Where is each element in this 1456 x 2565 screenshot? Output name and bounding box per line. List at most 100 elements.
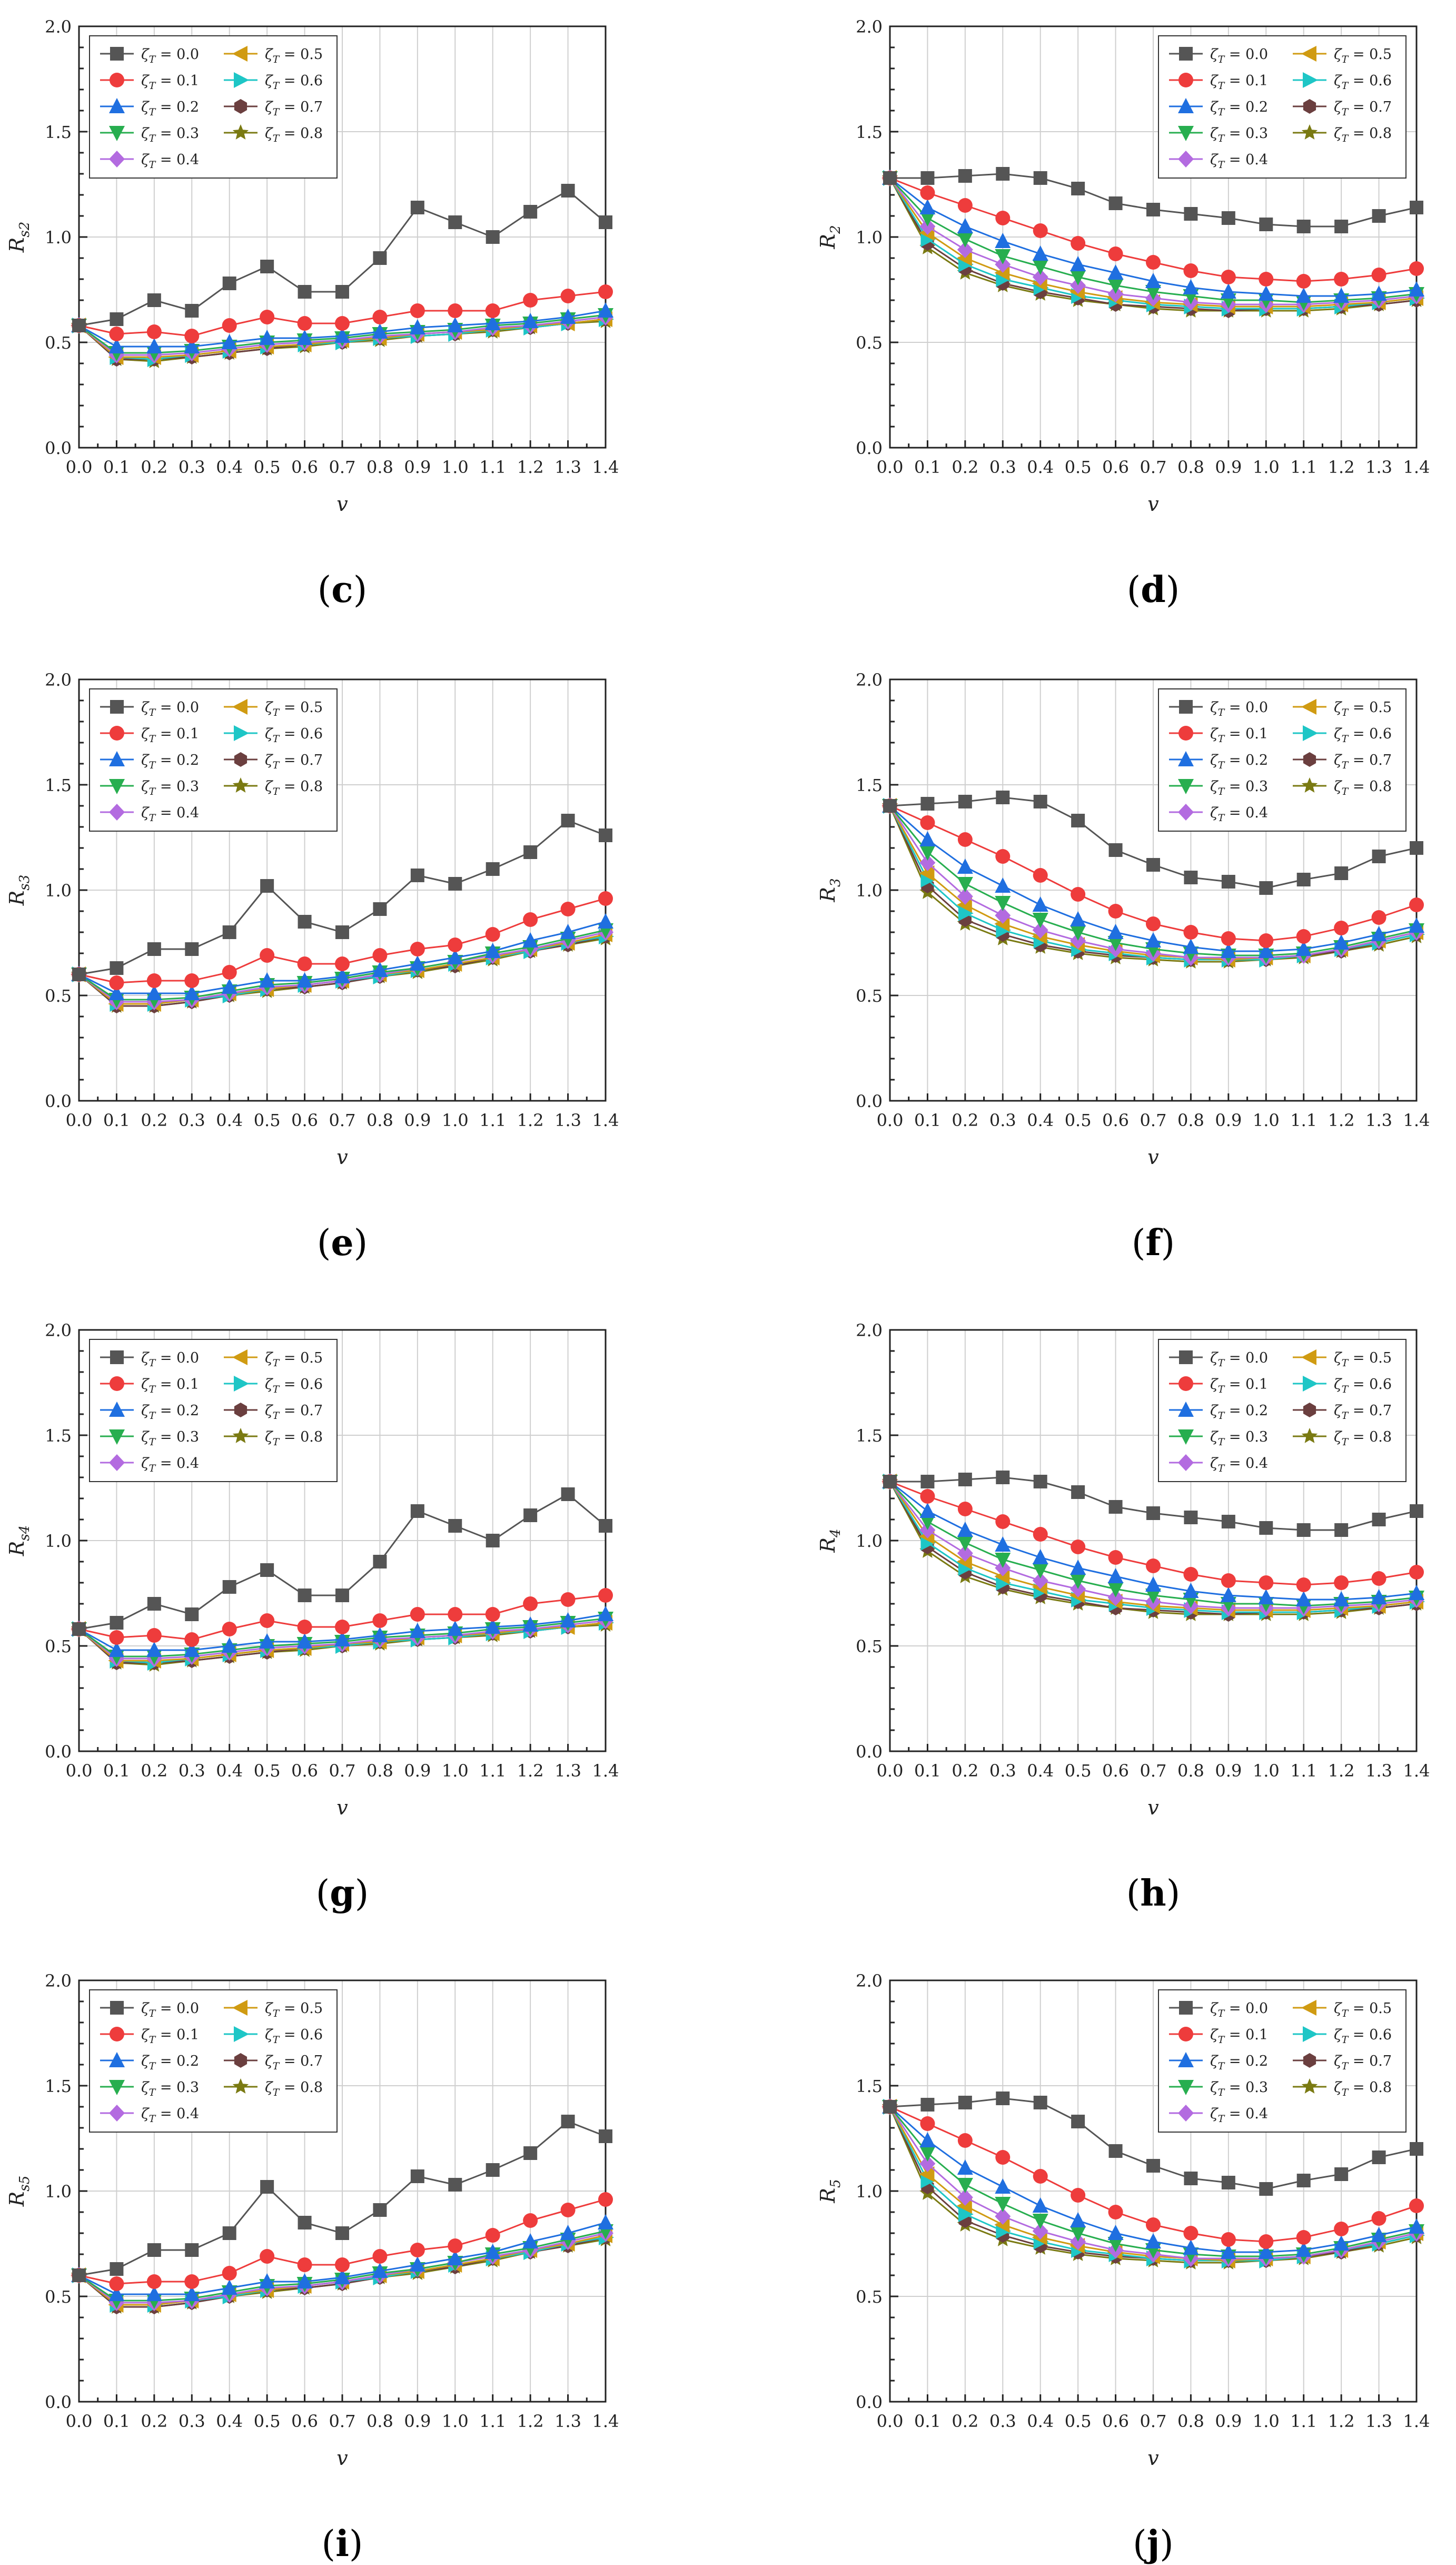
data-point (560, 924, 576, 939)
legend-marker (1178, 2080, 1194, 2095)
legend-entry: ζT = 0.5 (1334, 699, 1392, 718)
data-point (146, 1628, 162, 1643)
legend-entry: ζT = 0.3 (141, 125, 199, 144)
y-axis-label: R2 (816, 225, 844, 249)
data-point (1070, 2212, 1086, 2227)
data-point (410, 2169, 424, 2183)
y-tick-label: 2.0 (45, 670, 72, 690)
legend-entry: ζT = 0.0 (1210, 699, 1268, 718)
data-point (1032, 245, 1048, 261)
data-point (1183, 925, 1199, 940)
x-tick-label: 0.6 (291, 457, 318, 477)
data-point (995, 211, 1011, 225)
data-point (1107, 924, 1124, 939)
chart-panel-h: 0.0 0.5 1.0 1.5 2.0 0.0 0.1 0.2 0.3 0.4 0.5 0.6 0.7 0… (816, 1320, 1430, 1819)
x-tick-label: 0.4 (216, 1110, 243, 1130)
legend-entry: ζT = 0.5 (265, 46, 323, 65)
y-tick-label: 0.5 (45, 1636, 72, 1656)
data-point (260, 1613, 275, 1628)
data-point (1334, 1523, 1349, 1537)
data-point (523, 912, 538, 927)
data-point (920, 815, 935, 830)
legend-entry: ζT = 0.6 (1334, 726, 1392, 745)
legend-entry: ζT = 0.3 (141, 2079, 199, 2098)
x-axis-label: v (336, 1796, 348, 1819)
x-tick-label: 0.7 (1140, 1761, 1167, 1781)
chart-panel-i: 0.0 0.5 1.0 1.5 2.0 0.0 0.1 0.2 0.3 0.4 0.5 0.6 0.7 0… (5, 1971, 619, 2470)
data-point (1183, 2226, 1199, 2241)
data-point (1295, 2242, 1312, 2257)
data-point (598, 2214, 613, 2229)
x-axis-label: v (1147, 492, 1159, 516)
data-point (883, 799, 897, 813)
data-point (1071, 236, 1086, 251)
x-tick-label: 0.7 (329, 457, 356, 477)
x-tick-label: 0.1 (103, 1761, 130, 1781)
data-point (1371, 926, 1387, 941)
x-tick-label: 0.5 (1065, 1761, 1092, 1781)
data-point (1070, 925, 1086, 941)
x-tick-label: 0.5 (1065, 2411, 1092, 2431)
x-tick-label: 0.4 (216, 1761, 243, 1781)
data-point (1146, 916, 1161, 931)
x-tick-label: 0.6 (1102, 457, 1129, 477)
data-point (957, 232, 973, 248)
legend: ζT = 0.0 ζT = 0.1 ζT = 0.2 ζT = 0.3 ζT = 0.4… (1158, 688, 1407, 832)
data-point (1334, 2222, 1349, 2236)
y-tick-label: 0.5 (45, 333, 72, 353)
x-tick-label: 0.8 (1177, 1110, 1204, 1130)
legend-entry: ζT = 0.0 (1210, 1350, 1268, 1369)
x-tick-label: 1.4 (592, 1110, 619, 1130)
data-point (1295, 288, 1312, 303)
data-point (1372, 209, 1386, 223)
data-point (1259, 1575, 1274, 1590)
series-group (881, 167, 1425, 318)
series-0 (883, 167, 1423, 233)
data-point (1184, 871, 1198, 884)
legend-marker (1178, 98, 1194, 113)
legend-entry: ζT = 0.6 (265, 73, 323, 92)
panel-label: (d) (1126, 569, 1180, 611)
y-tick-label: 0.5 (45, 986, 72, 1006)
legend-entry: ζT = 0.8 (265, 778, 323, 797)
data-point (146, 2274, 162, 2289)
x-tick-label: 0.7 (1140, 1110, 1167, 1130)
legend-entry: ζT = 0.7 (265, 2053, 323, 2072)
data-point (485, 2228, 500, 2243)
legend-entry: ζT = 0.0 (141, 2000, 199, 2019)
legend-entry: ζT = 0.8 (1334, 778, 1392, 797)
data-point (1107, 2225, 1124, 2240)
y-tick-label: 2.0 (856, 1971, 883, 1991)
legend-marker (109, 804, 125, 821)
data-point (1032, 1549, 1048, 1564)
x-tick-label: 0.6 (291, 1110, 318, 1130)
data-point (1033, 223, 1048, 238)
legend-marker (1179, 700, 1193, 714)
x-tick-label: 0.6 (1102, 2411, 1129, 2431)
data-point (995, 849, 1011, 864)
data-point (410, 1607, 425, 1622)
data-point (1070, 277, 1086, 294)
data-point (1184, 2172, 1198, 2185)
data-point (409, 2256, 425, 2272)
data-point (1333, 934, 1350, 950)
data-point (373, 251, 387, 265)
data-point (1071, 182, 1085, 195)
legend-marker (1303, 99, 1316, 114)
data-point (372, 2249, 388, 2264)
x-tick-label: 0.7 (1140, 2411, 1167, 2431)
y-tick-label: 1.5 (45, 122, 72, 142)
legend-marker (1178, 151, 1194, 167)
data-point (72, 968, 86, 981)
legend-marker (1178, 1454, 1194, 1471)
legend-entry: ζT = 0.2 (141, 99, 199, 118)
data-point (410, 1504, 424, 1518)
data-point (447, 1621, 463, 1636)
legend: ζT = 0.0 ζT = 0.1 ζT = 0.2 ζT = 0.3 ζT = 0.4… (89, 688, 338, 832)
data-point (1032, 1563, 1048, 1579)
data-point (920, 2116, 935, 2131)
legend-entry: ζT = 0.3 (141, 1429, 199, 1448)
x-tick-label: 0.1 (103, 2411, 130, 2431)
x-tick-label: 0.4 (216, 2411, 243, 2431)
legend-entry: ζT = 0.8 (1334, 2079, 1392, 2098)
